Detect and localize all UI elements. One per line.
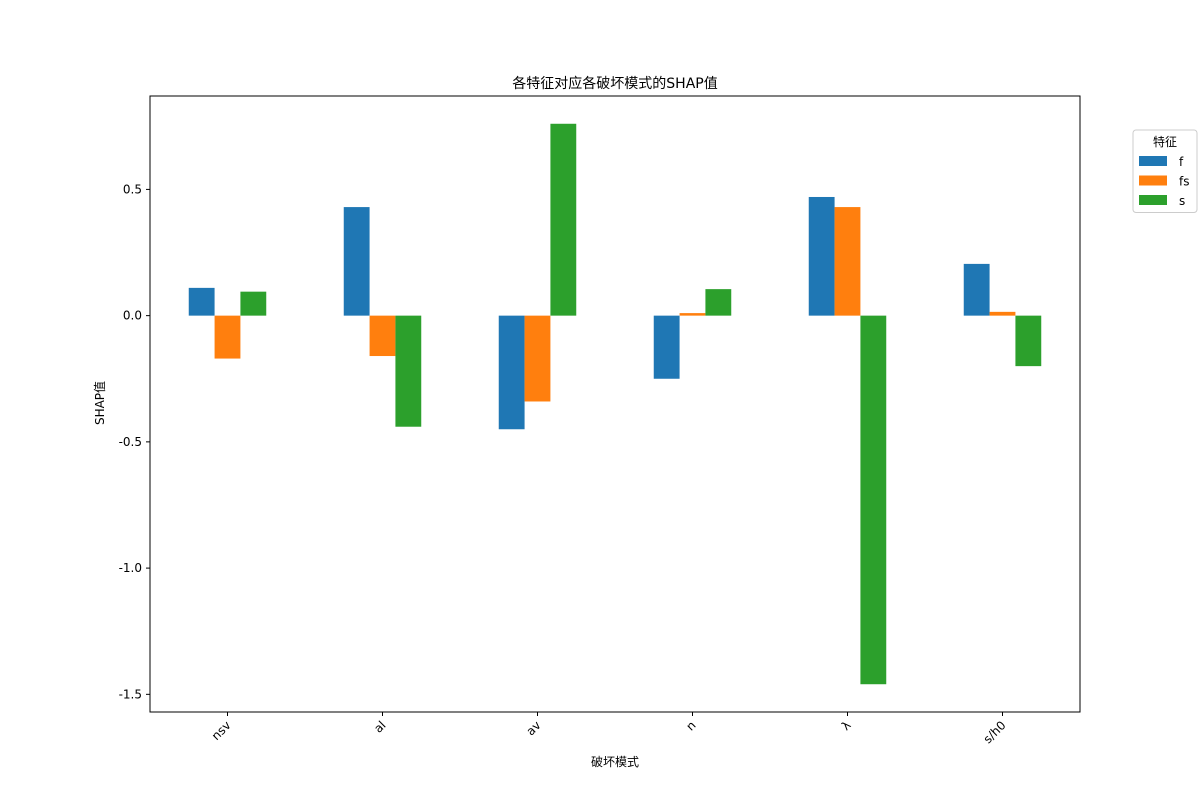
bar-s-4: [860, 315, 887, 685]
y-tick-label: -1.0: [119, 561, 142, 575]
bar-f-0: [188, 287, 215, 316]
legend-box: [1132, 129, 1198, 213]
legend-swatch-s: [1139, 195, 1167, 205]
bar-s-5: [1015, 315, 1042, 367]
x-axis-label: 破坏模式: [591, 754, 639, 769]
bar-s-1: [395, 315, 422, 427]
bar-f-2: [498, 315, 525, 430]
bar-fs-3: [679, 313, 706, 316]
legend: 特征f fs s: [1132, 129, 1198, 213]
bar-fs-1: [369, 315, 396, 357]
bar-fs-5: [989, 311, 1016, 316]
bar-f-3: [653, 315, 680, 379]
axes-frame: [149, 95, 1081, 713]
y-tick-label: 0.5: [123, 182, 142, 196]
y-tick-label: 0.0: [123, 309, 142, 323]
legend-swatch-f: [1139, 156, 1167, 166]
legend-label-fs: fs: [1179, 175, 1189, 189]
bar-fs-2: [524, 315, 551, 402]
bar-s-2: [550, 123, 577, 316]
bar-fs-0: [214, 315, 241, 359]
legend-label-f: f: [1179, 155, 1184, 169]
legend-swatch-fs: [1139, 175, 1167, 186]
bar-fs-4: [834, 207, 861, 316]
chart-title: 各特征对应各破坏模式的SHAP值: [512, 75, 717, 92]
y-tick-label: -0.5: [119, 435, 142, 449]
legend-label-s: s: [1179, 194, 1185, 208]
bar-s-0: [240, 291, 267, 316]
bar-f-4: [808, 196, 835, 316]
bar-f-1: [343, 207, 370, 316]
bar-s-3: [705, 289, 732, 316]
y-axis-label: SHAP值: [92, 381, 107, 425]
y-tick-label: -1.5: [119, 687, 142, 701]
bar-f-5: [963, 263, 990, 316]
legend-title: 特征: [1153, 134, 1177, 149]
